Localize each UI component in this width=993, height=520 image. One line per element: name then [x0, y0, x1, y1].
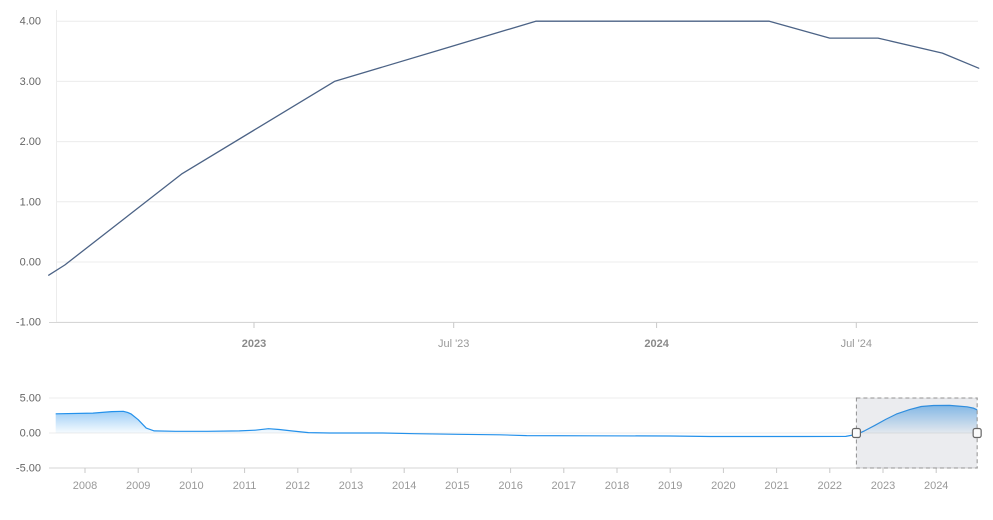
main-y-axis-label: 0.00 — [20, 257, 41, 269]
nav-x-tick-label: 2016 — [498, 480, 522, 492]
navigator-handle-right[interactable] — [972, 427, 982, 439]
main-y-axis-label: 3.00 — [20, 76, 41, 88]
navigator-handle-left[interactable] — [851, 427, 862, 439]
main-plot-area[interactable] — [49, 10, 978, 323]
nav-y-axis-label: -5.00 — [16, 463, 41, 475]
nav-x-tick-label: 2012 — [286, 480, 310, 492]
nav-x-tick-label: 2023 — [871, 480, 895, 492]
nav-x-tick-label: 2008 — [73, 480, 97, 492]
nav-x-tick-label: 2022 — [818, 480, 842, 492]
main-series-line — [48, 20, 980, 276]
nav-x-tick-label: 2010 — [179, 480, 203, 492]
nav-x-tick-label: 2013 — [339, 480, 363, 492]
main-x-tick-label: Jul '23 — [438, 338, 469, 350]
main-y-axis-label: -1.00 — [16, 317, 41, 329]
nav-x-tick-label: 2011 — [233, 480, 257, 492]
nav-x-tick-label: 2020 — [711, 480, 735, 492]
nav-y-axis-label: 0.00 — [20, 428, 41, 440]
main-y-axis-label: 1.00 — [20, 196, 41, 208]
navigator-selection[interactable] — [855, 397, 978, 469]
nav-x-tick-label: 2018 — [605, 480, 629, 492]
main-y-axis-label: 2.00 — [20, 136, 41, 148]
nav-x-tick-label: 2015 — [445, 480, 469, 492]
main-x-tick-label: 2024 — [644, 338, 669, 350]
nav-x-tick-label: 2021 — [764, 480, 788, 492]
main-y-axis-label: 4.00 — [20, 16, 41, 28]
main-x-tick-label: Jul '24 — [841, 338, 872, 350]
nav-y-axis-label: 5.00 — [20, 393, 41, 405]
nav-x-tick-label: 2014 — [392, 480, 416, 492]
nav-x-tick-label: 2009 — [126, 480, 150, 492]
nav-x-tick-label: 2024 — [924, 480, 948, 492]
navigator-track[interactable] — [49, 398, 978, 468]
nav-area-fill — [55, 405, 978, 433]
main-x-tick-label: 2023 — [242, 338, 266, 350]
nav-x-tick-label: 2017 — [552, 480, 576, 492]
nav-series-line — [55, 404, 978, 438]
nav-x-tick-label: 2019 — [658, 480, 682, 492]
